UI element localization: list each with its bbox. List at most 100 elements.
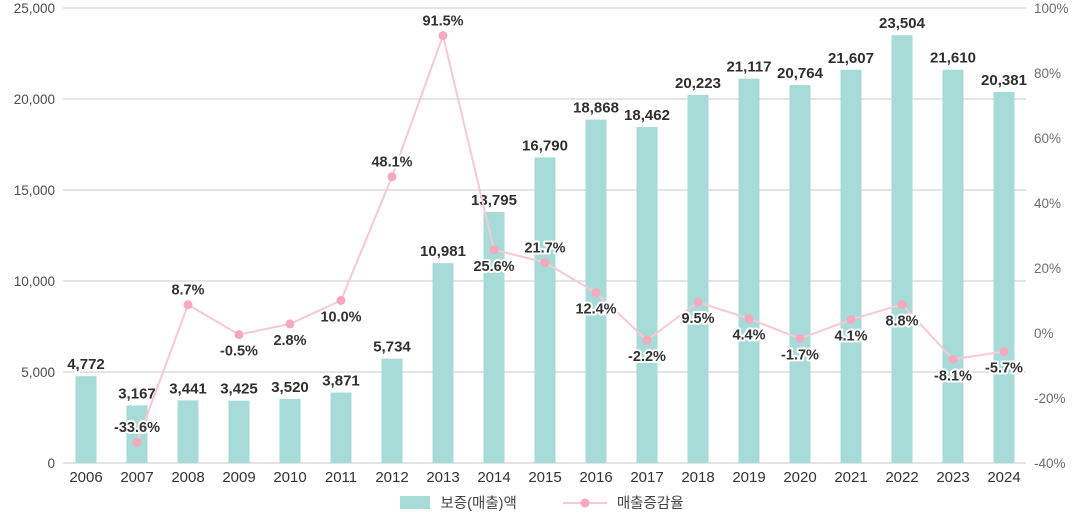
growth-rate-point <box>234 330 244 340</box>
x-axis-label: 2017 <box>630 469 663 486</box>
chart-legend: 보증(매출)액 매출증감율 <box>0 492 1084 513</box>
growth-rate-label: 91.5% <box>422 14 463 30</box>
bar-2022 <box>891 35 913 463</box>
right-axis-tick: 0% <box>1034 326 1054 341</box>
growth-rate-point <box>897 299 907 309</box>
bar-2014 <box>483 211 505 463</box>
growth-rate-label: 12.4% <box>575 302 616 318</box>
bar-value-label: 5,734 <box>373 339 411 356</box>
right-axis-tick: 20% <box>1034 261 1061 276</box>
growth-rate-label: -8.1% <box>934 368 972 384</box>
growth-rate-point <box>132 437 142 447</box>
growth-rate-point <box>489 245 499 255</box>
bar-value-label: 13,795 <box>471 192 517 209</box>
bar-2010 <box>279 398 301 463</box>
x-axis-label: 2018 <box>681 469 714 486</box>
bar-2013 <box>432 263 454 463</box>
growth-rate-point <box>336 296 346 305</box>
bar-2024 <box>993 92 1015 464</box>
growth-rate-label: 10.0% <box>320 310 361 326</box>
x-axis-label: 2006 <box>69 469 102 486</box>
x-axis-label: 2012 <box>375 469 408 486</box>
bar-value-label: 18,462 <box>624 107 670 124</box>
bar-2007 <box>126 405 148 463</box>
left-axis-tick: 0 <box>47 456 55 471</box>
bar-value-label: 21,117 <box>726 59 771 76</box>
growth-rate-point <box>744 314 754 324</box>
bar-2018 <box>687 94 709 463</box>
growth-rate-label: 2.8% <box>273 333 306 349</box>
growth-rate-point <box>846 315 856 325</box>
right-axis-tick: 60% <box>1034 131 1061 146</box>
left-axis-tick: 25,000 <box>14 1 55 16</box>
growth-rate-label: 48.1% <box>371 155 412 171</box>
legend-label-line-series: 매출증감율 <box>616 496 684 512</box>
left-axis-tick: 20,000 <box>14 92 55 107</box>
bar-value-label: 23,504 <box>879 15 926 32</box>
bar-2020 <box>789 85 811 463</box>
bar-value-label: 20,223 <box>675 75 721 92</box>
growth-rate-line <box>136 32 1005 443</box>
legend-item-line-series[interactable]: 매출증감율 <box>562 492 684 513</box>
growth-rate-point <box>540 257 550 267</box>
bar-2023 <box>942 69 964 463</box>
growth-rate-label: -33.6% <box>114 420 160 436</box>
x-axis-label: 2021 <box>834 469 867 486</box>
bar-value-label: 21,610 <box>930 50 976 67</box>
bar-value-label: 10,981 <box>420 243 466 260</box>
x-axis-label: 2007 <box>120 469 153 486</box>
growth-rate-point <box>642 335 652 345</box>
right-axis-tick: -40% <box>1034 456 1066 471</box>
bar-2021 <box>840 69 862 464</box>
bar-2015 <box>534 157 556 463</box>
x-axis-label: 2022 <box>885 469 918 486</box>
bar-value-label: 20,381 <box>981 72 1027 89</box>
right-axis-tick: 80% <box>1034 66 1061 81</box>
growth-rate-label: 8.7% <box>171 283 204 299</box>
right-axis-tick: 40% <box>1034 196 1061 211</box>
bar-2012 <box>381 358 403 463</box>
growth-rate-label: -1.7% <box>781 348 819 364</box>
growth-rate-point <box>387 172 397 182</box>
x-axis-label: 2013 <box>426 469 459 486</box>
line-series-swatch-icon <box>562 498 607 507</box>
growth-rate-point <box>285 319 295 329</box>
bar-value-label: 21,607 <box>828 50 874 67</box>
growth-rate-point <box>438 31 448 41</box>
growth-rate-point <box>948 354 958 364</box>
bar-value-label: 3,871 <box>322 373 360 390</box>
x-axis-label: 2019 <box>732 469 765 486</box>
x-axis-label: 2020 <box>783 469 816 486</box>
bar-value-label: 4,772 <box>67 356 105 373</box>
bar-value-label: 18,868 <box>573 100 619 117</box>
growth-rate-point <box>999 347 1009 357</box>
legend-label-bar-series: 보증(매출)액 <box>440 496 517 512</box>
left-axis-tick: 10,000 <box>14 274 55 289</box>
bar-2008 <box>177 400 199 463</box>
x-axis-label: 2023 <box>936 469 969 486</box>
growth-rate-label: 9.5% <box>681 311 714 327</box>
growth-rate-point <box>795 334 805 344</box>
right-axis-tick: -20% <box>1034 391 1066 406</box>
growth-rate-point <box>693 297 703 307</box>
left-axis-tick: 5,000 <box>21 365 55 380</box>
legend-item-bar-series[interactable]: 보증(매출)액 <box>400 492 517 513</box>
growth-rate-label: 4.1% <box>834 329 867 345</box>
bar-value-label: 3,441 <box>169 380 207 397</box>
bar-2017 <box>636 126 658 463</box>
bar-2006 <box>75 376 97 463</box>
growth-rate-label: 21.7% <box>524 240 565 256</box>
x-axis-label: 2016 <box>579 469 612 486</box>
bar-value-label: 16,790 <box>522 137 568 154</box>
x-axis-label: 2008 <box>171 469 204 486</box>
bar-2019 <box>738 78 760 464</box>
growth-rate-label: 8.8% <box>885 313 918 329</box>
growth-rate-point <box>591 288 601 298</box>
x-axis-label: 2009 <box>222 469 255 486</box>
x-axis-label: 2010 <box>273 469 306 486</box>
growth-rate-label: -5.7% <box>985 361 1023 377</box>
left-axis-tick: 15,000 <box>14 183 55 198</box>
bar-value-label: 20,764 <box>777 65 824 82</box>
